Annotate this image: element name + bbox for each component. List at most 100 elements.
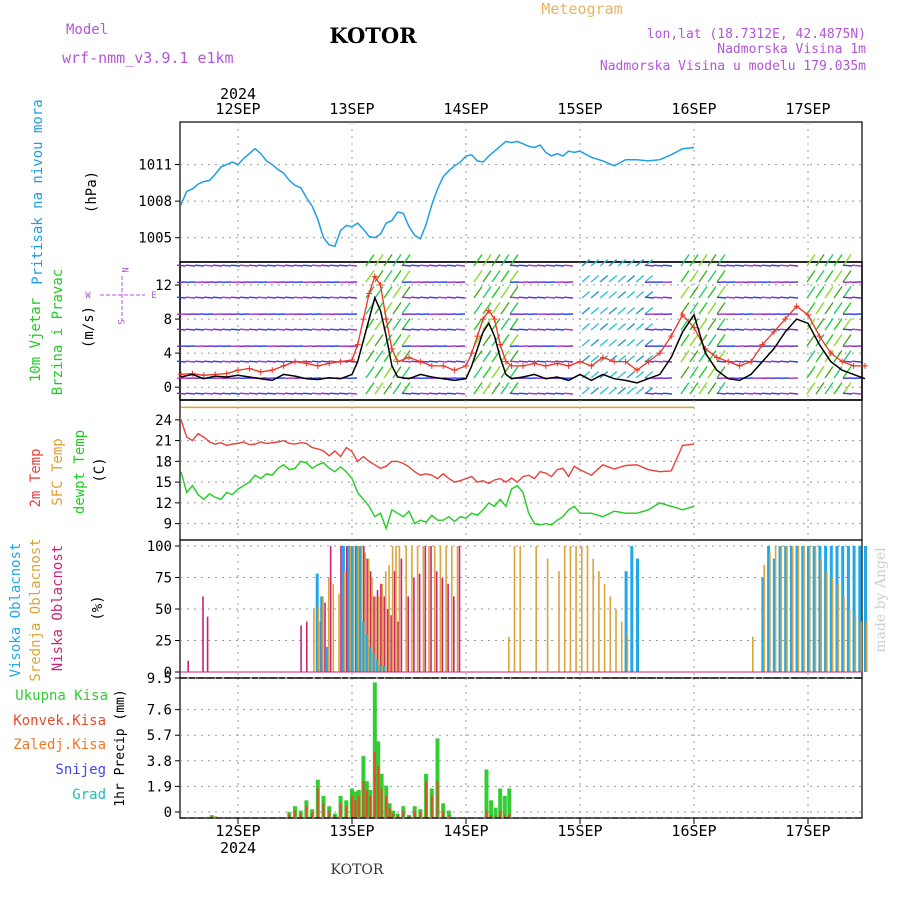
wind-arrow	[491, 302, 501, 315]
legend-convective-rain: Konvek.Kisa	[13, 713, 106, 729]
wind-arrow	[716, 328, 727, 331]
wind-arrow	[194, 360, 205, 363]
wind-arrow	[815, 286, 825, 299]
wind-gust-point	[850, 362, 857, 369]
wind-arrow	[590, 371, 600, 379]
high-cloud-bar	[636, 558, 639, 672]
wind-arrow	[410, 328, 421, 331]
high-cloud-bar	[846, 546, 850, 672]
date-labels: 12SEP 12SEP 13SEP 13SEP 14SEP 14SEP 15SEP 15SEP…	[215, 100, 830, 840]
wind-speed-line	[180, 295, 866, 384]
mid-cloud-bar	[575, 546, 577, 672]
low-cloud-bar	[393, 571, 396, 672]
wind-gust-point	[371, 273, 378, 280]
wind-arrow	[536, 328, 547, 331]
wind-arrow	[842, 286, 852, 299]
wind-gust-point	[354, 341, 361, 348]
high-cloud-bar	[767, 546, 771, 672]
wind-arrow	[383, 382, 393, 395]
wind-arrow	[806, 254, 816, 267]
low-cloud-bar	[366, 558, 368, 672]
wind-arrow	[653, 296, 664, 299]
bottom-year-label: 2024	[220, 839, 256, 857]
wind-arrow	[626, 371, 636, 379]
wind-arrow	[725, 328, 736, 331]
wind-arrow	[833, 302, 843, 315]
conv-precip-bar	[499, 810, 502, 818]
wind-arrow	[221, 264, 232, 267]
conv-precip-bar	[369, 795, 372, 818]
wind-arrow	[752, 392, 763, 395]
ytick-label: 0	[164, 805, 172, 821]
wind-arrow	[707, 270, 717, 283]
wind-arrow	[698, 334, 708, 347]
wind-arrow	[347, 264, 358, 267]
wind-arrow	[401, 254, 411, 267]
wind-arrow	[608, 355, 618, 363]
wind-arrow	[779, 296, 790, 299]
wind-ylabel: 10m Vjetar	[28, 298, 44, 382]
wind-arrow	[635, 387, 645, 395]
mid-cloud-bar	[820, 558, 822, 672]
ytick-label: 1005	[138, 231, 172, 247]
conv-precip-bar	[373, 751, 376, 818]
wind-arrow	[329, 328, 340, 331]
high-cloud-bar	[351, 546, 354, 672]
wind-gust-point	[451, 367, 458, 374]
pressure-unit-label: (hPa)	[84, 171, 100, 213]
wind-arrow	[734, 264, 745, 267]
wind-arrow	[698, 382, 708, 395]
wind-arrow	[617, 275, 627, 283]
wind-arrow	[257, 264, 268, 267]
wind-arrow	[518, 296, 529, 299]
wind-arrow	[842, 254, 852, 267]
mid-cloud-bar	[456, 546, 459, 672]
wind-arrow	[590, 291, 600, 299]
low-cloud-bar	[407, 596, 409, 672]
dewpoint-ylabel: dewpt Temp	[72, 430, 88, 514]
wind-arrow	[482, 254, 492, 267]
conv-precip-bar	[380, 788, 383, 818]
wind-arrow	[563, 392, 574, 395]
ytick-label: 3.8	[147, 754, 172, 770]
mid-cloud-bar	[609, 596, 612, 672]
wind-arrow	[500, 350, 510, 363]
wind-arrow	[212, 296, 223, 299]
direction-key-west: W	[85, 291, 91, 301]
wind-arrow	[680, 350, 690, 363]
wind-arrow	[428, 296, 439, 299]
wind-gust-point	[679, 311, 686, 318]
high-cloud-bar	[630, 546, 634, 672]
wind-arrow	[194, 264, 205, 267]
wind-arrow	[824, 318, 834, 331]
wind-arrow	[275, 264, 286, 267]
wind-gust-point	[337, 358, 344, 365]
direction-key-east: E	[151, 291, 156, 301]
low-cloud-bar	[390, 615, 392, 672]
mid-cloud-bar	[391, 546, 394, 672]
mid-cloud-bar	[445, 546, 447, 672]
wind-gust-point	[480, 316, 487, 323]
conv-precip-bar	[388, 807, 391, 818]
wind-arrow	[806, 286, 816, 299]
mid-cloud-bar	[797, 546, 800, 672]
wind-arrow	[635, 323, 645, 331]
wind-arrow	[500, 254, 510, 267]
watermark: made by Angel	[873, 547, 889, 653]
wind-arrow	[203, 264, 214, 267]
wind-arrow	[428, 360, 439, 363]
mid-cloud-bar	[586, 546, 589, 672]
wind-arrow	[455, 328, 466, 331]
wind-gust-point	[388, 345, 395, 352]
mid-cloud-bar	[388, 564, 390, 672]
wind-arrow	[329, 296, 340, 299]
mid-cloud-bar	[866, 621, 868, 672]
wind-arrow	[491, 286, 501, 299]
wind-arrow	[536, 360, 547, 363]
wind-arrow	[788, 296, 799, 299]
wind-arrow	[716, 334, 726, 347]
wind-arrow	[383, 254, 393, 267]
wind-arrow	[590, 355, 600, 363]
wind-arrow	[743, 296, 754, 299]
wind-arrow	[617, 291, 627, 299]
